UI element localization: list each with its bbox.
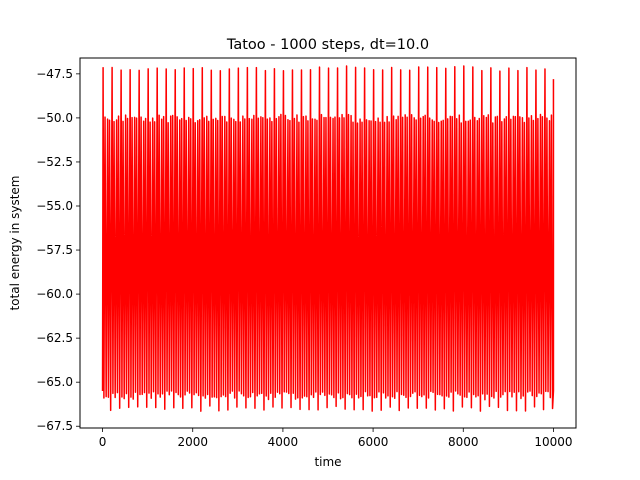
y-axis-label: total energy in system xyxy=(8,175,22,310)
chart-title: Tatoo - 1000 steps, dt=10.0 xyxy=(226,37,429,53)
y-tick-label: −55.0 xyxy=(36,199,73,213)
x-axis: 0 2000 4000 6000 8000 10000 xyxy=(99,428,573,449)
y-tick-label: −60.0 xyxy=(36,287,73,301)
y-axis: −67.5 −65.0 −62.5 −60.0 −57.5 −55.0 −52.5 −50.0… xyxy=(36,67,80,433)
y-tick-label: −50.0 xyxy=(36,111,73,125)
y-tick-label: −47.5 xyxy=(36,67,73,81)
series-line xyxy=(101,65,555,412)
x-tick-label: 4000 xyxy=(268,435,299,449)
y-tick-label: −62.5 xyxy=(36,331,73,345)
y-tick-label: −65.0 xyxy=(36,375,73,389)
x-tick-label: 0 xyxy=(99,435,107,449)
x-tick-label: 2000 xyxy=(177,435,208,449)
x-tick-label: 10000 xyxy=(534,435,572,449)
x-axis-label: time xyxy=(314,455,341,469)
y-tick-label: −57.5 xyxy=(36,243,73,257)
x-tick-label: 8000 xyxy=(448,435,479,449)
plot-area xyxy=(101,65,555,412)
x-tick-label: 6000 xyxy=(358,435,389,449)
y-tick-label: −67.5 xyxy=(36,419,73,433)
axes-frame xyxy=(79,57,577,429)
y-tick-label: −52.5 xyxy=(36,155,73,169)
